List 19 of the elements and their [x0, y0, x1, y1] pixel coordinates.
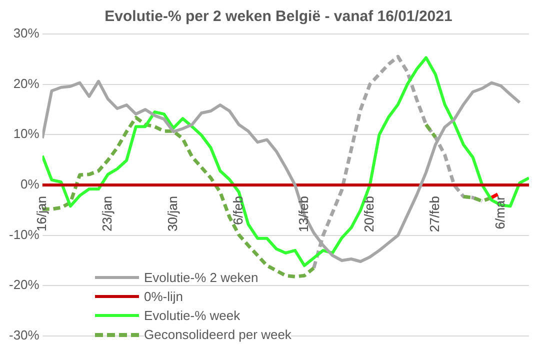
y-tick-label: 10% [13, 126, 40, 142]
legend-label: Geconsolideerd per week [144, 327, 292, 342]
legend-label: Evolutie-% 2 weken [144, 270, 258, 285]
x-tick-label: 27/feb [426, 196, 442, 232]
y-tick-label: 30% [13, 26, 40, 41]
x-tick-label: 20/feb [361, 196, 376, 232]
legend-label: 0%-lijn [144, 289, 184, 304]
x-tick-label: 30/jan [164, 196, 180, 232]
y-tick-label: -30% [8, 328, 40, 343]
x-tick-label: 13/feb [296, 196, 311, 232]
x-tick-label: 6/mar [492, 195, 508, 230]
y-tick-label: -20% [8, 277, 40, 292]
y-tick-label: 0% [20, 176, 40, 192]
x-tick-label: 23/jan [99, 196, 114, 232]
x-tick-label: 16/jan [34, 196, 49, 232]
x-tick-label: 6/feb [230, 196, 246, 225]
chart-title: Evolutie-% per 2 weken België - vanaf 16/01/2021 [104, 8, 454, 25]
y-tick-label: 20% [13, 76, 40, 91]
legend-label: Evolutie-% week [144, 308, 240, 323]
